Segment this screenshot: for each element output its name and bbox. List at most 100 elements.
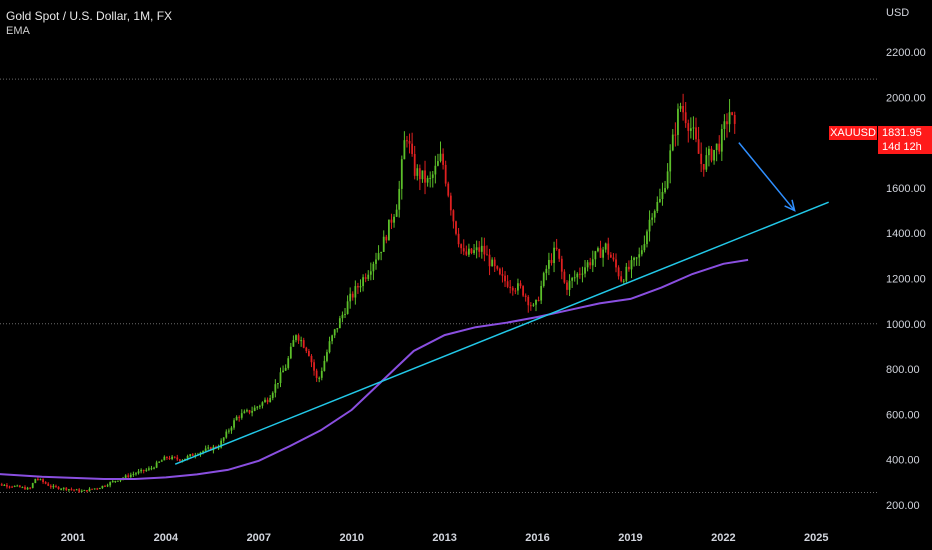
- candle-body: [527, 296, 530, 306]
- candle-body: [421, 170, 424, 180]
- candle-body: [39, 479, 42, 481]
- candle-body: [127, 475, 130, 477]
- candle-body: [560, 258, 563, 272]
- candle-body: [607, 243, 610, 255]
- candle-body: [480, 245, 483, 252]
- candle-body: [540, 286, 543, 301]
- candle-body: [444, 164, 447, 184]
- candle-body: [563, 271, 566, 283]
- candle-body: [514, 290, 517, 292]
- candle-body: [387, 219, 390, 241]
- y-tick-label: 1600.00: [886, 183, 926, 195]
- candle-body: [240, 413, 243, 418]
- candle-body: [297, 335, 300, 341]
- ticker-symbol-badge: XAUUSD: [829, 126, 877, 140]
- candle-body: [191, 454, 194, 456]
- candle-body: [88, 488, 91, 492]
- candle-body: [31, 483, 34, 488]
- trendline[interactable]: [174, 201, 829, 465]
- candle-body: [256, 406, 259, 408]
- candle-body: [0, 484, 3, 486]
- candle-body: [529, 305, 532, 307]
- candle-body: [109, 482, 112, 486]
- candle-body: [568, 280, 571, 290]
- candle-body: [635, 257, 638, 259]
- candle-body: [289, 346, 292, 359]
- x-tick-label: 2010: [339, 532, 363, 544]
- candle-body: [524, 295, 527, 297]
- candle-body: [504, 275, 506, 282]
- candle-body: [6, 484, 8, 487]
- candle-body: [439, 153, 442, 162]
- candle-body: [295, 335, 297, 341]
- candle-body: [511, 287, 514, 291]
- candle-body: [140, 469, 143, 472]
- candle-body: [599, 248, 602, 258]
- candle-body: [266, 399, 269, 403]
- candle-body: [537, 299, 540, 301]
- candle-body: [184, 458, 186, 461]
- candle-body: [49, 485, 52, 488]
- candle-body: [230, 427, 233, 431]
- candle-body: [478, 247, 481, 252]
- candle-body: [713, 149, 715, 161]
- candle-body: [545, 268, 548, 274]
- candle-body: [493, 259, 496, 267]
- candle-body: [101, 485, 104, 489]
- candle-body: [726, 121, 728, 125]
- candle-body: [658, 199, 661, 202]
- candle-body: [385, 236, 388, 241]
- candle-body: [418, 168, 421, 180]
- candle-body: [362, 277, 364, 287]
- candle-body: [117, 480, 119, 482]
- ema-line[interactable]: [0, 258, 749, 480]
- candle-body: [233, 420, 235, 428]
- candle-body: [55, 485, 57, 487]
- candle-body: [643, 244, 646, 251]
- candle-body: [264, 399, 266, 403]
- candle-body: [576, 273, 579, 278]
- candle-body: [111, 481, 114, 483]
- indicator-legend[interactable]: EMA: [6, 25, 30, 37]
- candle-body: [571, 278, 574, 281]
- candle-body: [609, 254, 612, 258]
- candle-body: [124, 475, 127, 478]
- candle-body: [488, 254, 491, 267]
- candle-body: [220, 440, 223, 448]
- candle-body: [573, 277, 576, 279]
- projection-arrow-line[interactable]: [738, 142, 796, 212]
- candle-body: [509, 286, 512, 288]
- candle-body: [150, 468, 153, 470]
- candle-body: [349, 293, 352, 302]
- candle-body: [52, 485, 55, 488]
- candle-body: [455, 221, 457, 234]
- candle-body: [186, 456, 189, 459]
- candle-body: [723, 121, 726, 130]
- candle-body: [664, 188, 666, 193]
- candle-body: [465, 251, 468, 255]
- x-tick-label: 2013: [432, 532, 456, 544]
- candle-body: [382, 236, 385, 252]
- candle-body: [519, 283, 522, 287]
- candle-body: [483, 245, 486, 255]
- candle-body: [486, 254, 488, 256]
- y-tick-label: 800.00: [886, 364, 920, 376]
- candle-body: [522, 286, 524, 296]
- candle-body: [279, 372, 282, 383]
- candle-body: [553, 247, 555, 264]
- candle-body: [413, 153, 416, 176]
- candle-body: [586, 262, 589, 268]
- candle-body: [96, 488, 99, 490]
- candle-body: [75, 489, 78, 491]
- candle-body: [251, 410, 254, 413]
- candle-body: [674, 134, 677, 136]
- candle-body: [171, 456, 174, 459]
- candle-body: [566, 282, 568, 290]
- candle-body: [34, 478, 37, 484]
- candle-body: [403, 140, 406, 160]
- candle-body: [261, 402, 264, 406]
- candle-body: [132, 473, 135, 475]
- candle-body: [346, 301, 349, 314]
- candle-body: [248, 410, 251, 413]
